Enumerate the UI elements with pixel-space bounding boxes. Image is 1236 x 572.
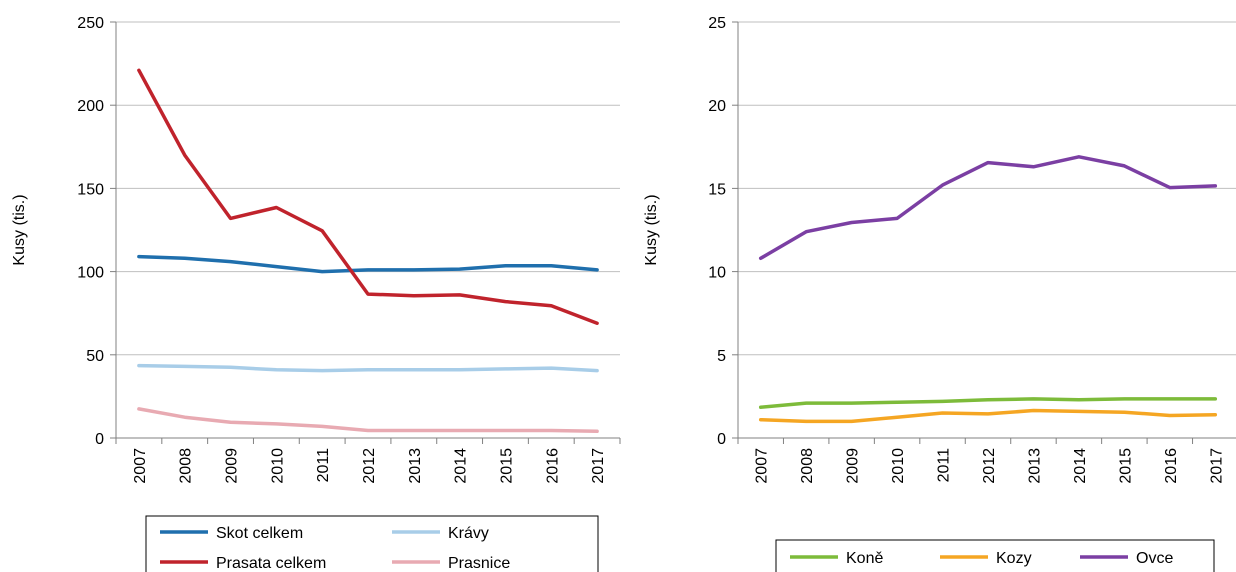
- x-tick-label: 2015: [1117, 448, 1134, 484]
- x-tick-label: 2013: [407, 448, 424, 484]
- legend-label: Prasnice: [448, 555, 510, 572]
- x-tick-label: 2013: [1026, 448, 1043, 484]
- y-tick-label: 150: [77, 181, 104, 198]
- x-tick-label: 2017: [1208, 448, 1225, 484]
- x-tick-label: 2010: [269, 448, 286, 484]
- legend-label: Koně: [846, 550, 883, 567]
- y-axis-label: Kusy (tis.): [643, 194, 660, 265]
- x-tick-label: 2011: [315, 448, 332, 483]
- x-tick-label: 2016: [544, 448, 561, 484]
- y-axis-label: Kusy (tis.): [11, 194, 28, 265]
- x-tick-label: 2011: [936, 448, 953, 483]
- x-tick-label: 2009: [845, 448, 862, 484]
- series-line-prasata-celkem: [137, 68, 599, 325]
- series-line-skot-celkem: [137, 254, 599, 274]
- y-tick-label: 25: [708, 15, 726, 32]
- x-tick-label: 2012: [361, 448, 378, 484]
- y-tick-label: 100: [77, 265, 104, 282]
- y-tick-label: 20: [708, 98, 726, 115]
- series-line-prasnice: [137, 407, 599, 434]
- y-tick-label: 0: [717, 431, 726, 448]
- y-tick-label: 15: [708, 181, 726, 198]
- gridlines: [116, 21, 620, 356]
- x-tick-label: 2017: [590, 448, 607, 484]
- legend-box: [145, 515, 599, 572]
- series-line-ovce: [758, 155, 1218, 261]
- x-tick-label: 2010: [890, 448, 907, 484]
- y-tick-label: 0: [95, 431, 104, 448]
- x-tick-label: 2008: [799, 448, 816, 484]
- y-tick-label: 200: [77, 98, 104, 115]
- y-tick-label: 10: [708, 265, 726, 282]
- legend: Koně Kozy Ovce: [775, 539, 1215, 572]
- livestock-chart-right: 0 5 10 15 20 25 2007 2008 2009 2010 2011 2012 2013 20…: [643, 15, 1236, 572]
- legend-label: Kozy: [996, 550, 1032, 567]
- series-line-kozy: [758, 408, 1218, 424]
- x-tick-label: 2012: [981, 448, 998, 484]
- y-tick-label: 250: [77, 15, 104, 32]
- gridlines: [738, 21, 1236, 356]
- y-tick-label: 50: [86, 348, 104, 365]
- x-tick-label: 2016: [1163, 448, 1180, 484]
- x-tick-label: 2015: [498, 448, 515, 484]
- livestock-chart-left: 0 50 100 150 200 250 2007 2008 2009 2010 2011 2012 2…: [11, 15, 621, 572]
- legend-label: Ovce: [1136, 550, 1173, 567]
- x-tick-label: 2008: [178, 448, 195, 484]
- x-tick-label: 2007: [132, 448, 149, 484]
- legend-label: Prasata celkem: [216, 555, 326, 572]
- x-tick-label: 2007: [754, 448, 771, 484]
- legend-label: Skot celkem: [216, 525, 303, 542]
- series-line-krávy: [137, 363, 599, 373]
- x-tick-label: 2009: [224, 448, 241, 484]
- x-tick-label: 2014: [453, 448, 470, 484]
- legend-box: [775, 539, 1215, 572]
- legend-label: Krávy: [448, 525, 489, 542]
- x-tick-label: 2014: [1072, 448, 1089, 484]
- legend: Skot celkem Prasata celkem Krávy Prasnice: [145, 515, 599, 572]
- y-tick-label: 5: [717, 348, 726, 365]
- series-line-koně: [758, 397, 1218, 409]
